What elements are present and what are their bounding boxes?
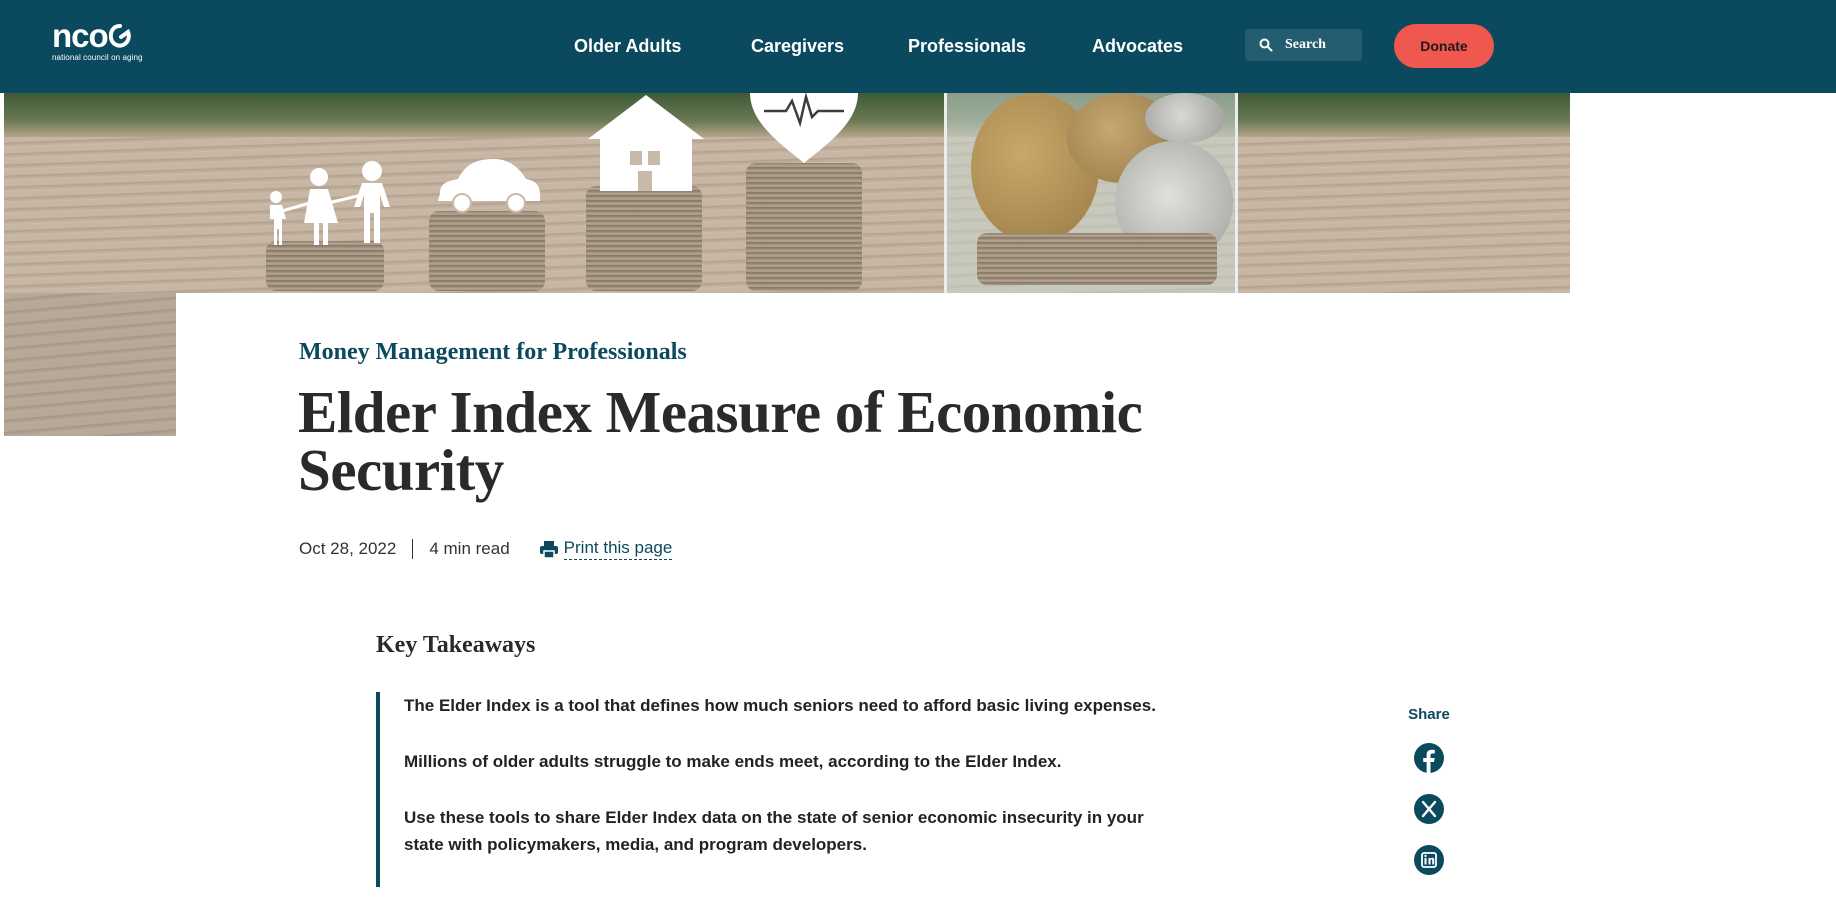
coin-jar [944,93,1238,293]
search-icon [1259,38,1273,52]
key-takeaways-heading: Key Takeaways [376,632,536,658]
x-share-button[interactable] [1414,794,1444,824]
meta-divider [412,539,414,559]
linkedin-icon [1421,852,1437,868]
ncoa-logo[interactable]: nco national council on aging [52,19,143,62]
donate-button[interactable]: Donate [1394,24,1494,68]
x-icon [1421,800,1437,818]
nav-older-adults[interactable]: Older Adults [574,36,682,56]
nav-advocates[interactable]: Advocates [1092,36,1184,56]
article-meta: Oct 28, 2022 4 min read Print this page [299,538,673,560]
coin-stack [429,211,545,291]
key-takeaway-item: Millions of older adults struggle to mak… [404,752,1062,771]
facebook-share-button[interactable] [1414,743,1444,773]
key-takeaway-item: Use these tools to share Elder Index dat… [404,808,1144,854]
facebook-icon [1423,749,1435,773]
search-button[interactable]: Search [1245,29,1362,61]
search-label: Search [1285,37,1326,52]
coin-stack [746,163,862,291]
nav-professionals[interactable]: Professionals [908,36,1027,56]
article-category[interactable]: Money Management for Professionals [299,339,687,365]
page-title: Elder Index Measure of Economic Security [298,379,1143,503]
heart-pulse-icon [750,93,858,163]
read-time: 4 min read [429,539,510,558]
site-header: nco national council on aging Older Adul… [0,0,1836,93]
share-panel: Share [1407,706,1451,896]
print-page-label: Print this page [563,538,673,560]
logo-leaf-icon [108,24,131,48]
hero-image [4,93,1570,293]
print-page-link[interactable]: Print this page [539,538,673,560]
car-icon [438,159,540,213]
share-label: Share [1408,706,1450,723]
linkedin-share-button[interactable] [1414,845,1444,875]
key-takeaway-item: The Elder Index is a tool that defines h… [404,696,1156,715]
hero-image-edge [4,293,176,436]
logo-mark: nco [52,19,143,52]
family-icon [270,161,390,245]
coin-stack [266,241,384,291]
coin-stack [586,186,702,291]
nav-caregivers[interactable]: Caregivers [751,36,845,56]
logo-subtitle: national council on aging [52,53,143,62]
key-takeaways-list: The Elder Index is a tool that defines h… [376,692,1176,887]
publish-date: Oct 28, 2022 [299,539,397,558]
printer-icon [539,540,558,558]
content-card [176,293,1570,443]
house-icon [588,95,704,191]
